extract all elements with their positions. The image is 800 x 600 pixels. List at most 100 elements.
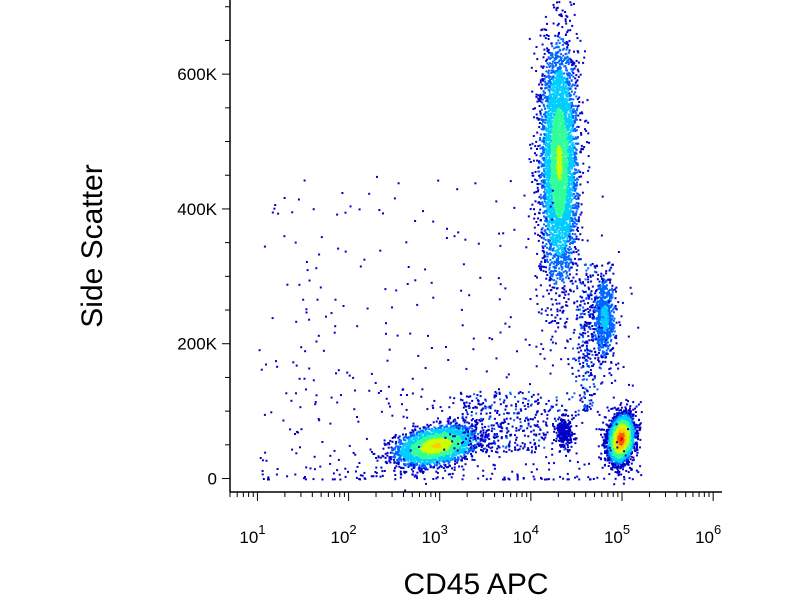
event-dot: [405, 470, 408, 473]
event-dot: [397, 462, 400, 464]
event-dot: [564, 121, 567, 124]
event-dot: [560, 237, 563, 240]
event-dot: [453, 458, 456, 461]
event-dot: [394, 467, 396, 469]
event-dot: [452, 426, 454, 429]
event-dot: [549, 214, 552, 217]
event-dot: [456, 445, 459, 448]
event-dot: [379, 456, 382, 459]
event-dot: [453, 425, 456, 428]
event-dot: [543, 74, 546, 77]
event-dot: [566, 233, 569, 236]
event-dot: [560, 256, 563, 259]
event-dot: [415, 449, 418, 452]
event-dot: [413, 434, 415, 437]
event-dot: [545, 243, 548, 246]
event-dot: [464, 463, 467, 466]
event-dot: [561, 291, 564, 294]
event-dot: [535, 70, 538, 72]
event-dot: [553, 234, 556, 237]
event-dot: [582, 148, 585, 151]
event-dot: [391, 440, 394, 443]
event-dot: [567, 188, 570, 191]
event-dot: [451, 439, 454, 441]
event-dot: [551, 192, 554, 195]
event-dot: [454, 456, 457, 459]
event-dot: [468, 434, 471, 437]
event-dot: [418, 439, 421, 442]
event-dot: [465, 416, 468, 419]
event-dot: [416, 452, 419, 455]
event-dot: [569, 98, 572, 101]
event-dot: [386, 462, 388, 465]
event-dot: [476, 465, 479, 468]
event-dot: [446, 459, 449, 462]
event-dot: [459, 430, 462, 433]
event-dot: [444, 448, 447, 451]
event-dot: [435, 446, 438, 449]
event-dot: [439, 435, 442, 438]
event-dot: [557, 254, 560, 257]
event-dot: [471, 425, 474, 428]
event-dot: [580, 132, 583, 134]
event-dot: [422, 459, 425, 462]
event-dot: [436, 467, 439, 470]
event-dot: [456, 428, 459, 430]
event-dot: [556, 69, 558, 72]
event-dot: [426, 451, 428, 454]
event-dot: [391, 437, 394, 439]
event-dot: [477, 433, 480, 436]
event-dot: [443, 432, 446, 435]
event-dot: [393, 448, 396, 451]
event-dot: [392, 447, 395, 450]
event-dot: [557, 22, 560, 25]
event-dot: [417, 467, 420, 470]
event-dot: [538, 105, 541, 107]
event-dot: [450, 458, 453, 461]
event-dot: [429, 461, 432, 464]
event-dot: [448, 440, 451, 443]
event-dot: [425, 466, 427, 469]
event-dot: [552, 262, 555, 265]
event-dot: [545, 251, 548, 254]
event-dot: [374, 471, 377, 473]
event-dot: [553, 237, 556, 240]
event-dot: [555, 227, 558, 230]
event-dot: [437, 448, 440, 451]
event-dot: [546, 159, 549, 162]
event-dot: [564, 293, 567, 296]
event-dot: [404, 443, 407, 446]
event-dot: [415, 447, 418, 450]
event-dot: [407, 463, 409, 466]
event-dot: [487, 444, 490, 447]
event-dot: [454, 463, 456, 466]
event-dot: [473, 449, 476, 452]
event-dot: [445, 466, 448, 469]
event-dot: [560, 15, 563, 18]
event-dot: [411, 434, 413, 437]
event-dot: [573, 93, 575, 96]
event-dot: [417, 441, 420, 444]
event-dot: [427, 460, 430, 463]
event-dot: [463, 421, 466, 424]
event-dot: [453, 446, 456, 448]
event-dot: [471, 427, 474, 430]
event-dot: [562, 271, 565, 274]
event-dot: [571, 70, 574, 73]
event-dot: [573, 357, 576, 360]
event-dot: [429, 436, 432, 439]
event-dot: [393, 454, 396, 457]
event-dot: [575, 95, 578, 98]
event-dot: [446, 430, 449, 433]
event-dot: [405, 451, 408, 454]
event-dot: [442, 460, 445, 463]
event-dot: [554, 34, 557, 37]
event-dot: [458, 436, 461, 439]
event-dot: [436, 463, 438, 466]
event-dot: [433, 461, 436, 464]
event-dot: [414, 445, 417, 448]
event-dot: [482, 431, 485, 434]
event-dot: [577, 51, 580, 54]
event-dot: [430, 449, 432, 452]
event-dot: [454, 451, 457, 454]
